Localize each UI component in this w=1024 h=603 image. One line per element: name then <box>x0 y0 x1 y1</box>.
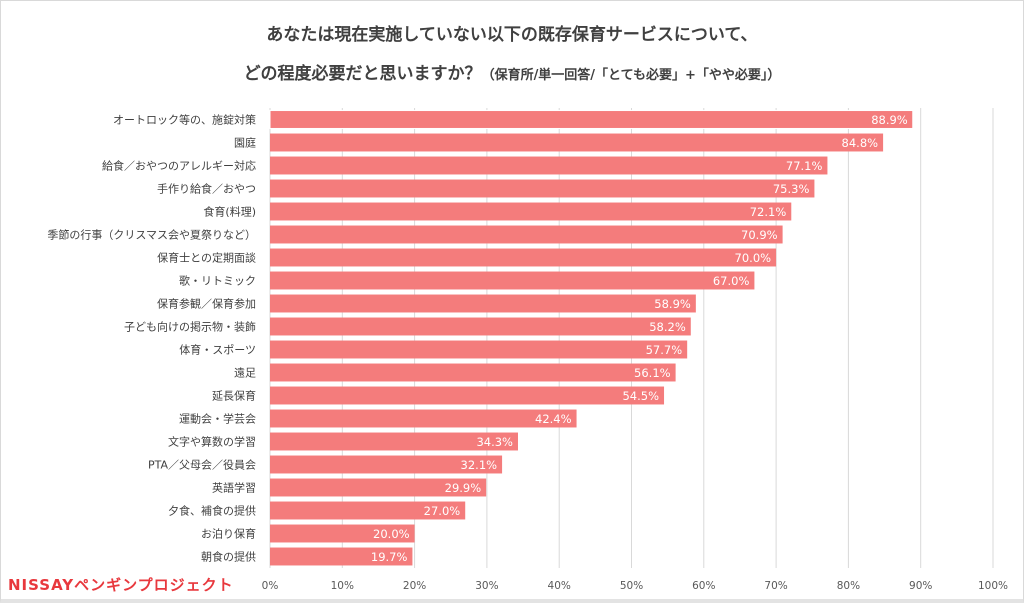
x-tick-label: 90% <box>909 580 932 592</box>
data-label: 19.7% <box>371 550 408 564</box>
category-labels: オートロック等の、施錠対策園庭給食／おやつのアレルギー対応手作り給食／おやつ食育… <box>47 113 256 564</box>
data-label: 54.5% <box>622 389 659 403</box>
bar <box>270 248 777 267</box>
x-tick-label: 40% <box>548 580 571 592</box>
category-label: オートロック等の、施錠対策 <box>113 113 256 127</box>
chart-subtitle-note: （保育所/単一回答/「とても必要」+「やや必要」） <box>481 68 781 83</box>
data-label: 75.3% <box>773 182 810 196</box>
category-label: 歌・リトミック <box>179 274 256 288</box>
x-tick-label: 0% <box>262 580 279 592</box>
bar <box>270 202 792 221</box>
x-tick-label: 10% <box>331 580 354 592</box>
data-label: 57.7% <box>646 343 683 357</box>
data-label: 77.1% <box>786 159 823 173</box>
data-label: 27.0% <box>424 504 461 518</box>
category-label: PTA／父母会／役員会 <box>148 458 256 472</box>
x-axis-ticks: 0% 10% 20% 30% 40% 50% 60% 70% 80% 90% 100% <box>262 580 1008 592</box>
bar <box>270 455 503 474</box>
category-label: 文字や算数の学習 <box>168 435 256 449</box>
category-label: 体育・スポーツ <box>179 343 256 357</box>
bar <box>270 294 696 313</box>
category-label: 朝食の提供 <box>201 550 256 564</box>
category-label: お泊り保育 <box>201 527 256 541</box>
data-label: 34.3% <box>476 435 513 449</box>
category-label: 子ども向けの掲示物・装飾 <box>124 320 256 334</box>
chart-title: あなたは現在実施していない以下の既存保育サービスについて、 <box>266 25 758 45</box>
data-label: 32.1% <box>461 458 498 472</box>
category-label: 延長保育 <box>212 389 256 403</box>
category-label: 保育士との定期面談 <box>157 251 256 265</box>
bar <box>270 133 884 152</box>
category-label: 運動会・学芸会 <box>179 412 256 426</box>
bar <box>270 524 415 543</box>
data-label: 42.4% <box>535 412 572 426</box>
data-label: 70.9% <box>741 228 778 242</box>
data-label: 29.9% <box>445 481 482 495</box>
category-label: 英語学習 <box>212 481 256 495</box>
data-label: 88.9% <box>871 113 908 127</box>
bar <box>270 478 487 497</box>
value-labels: 88.9% 84.8% 77.1% 75.3% 72.1% 70.9% 70.0% 67.0%… <box>371 113 908 564</box>
data-label: 72.1% <box>750 205 787 219</box>
category-label: 夕食、補食の提供 <box>168 504 256 518</box>
category-label: 食育(料理) <box>203 205 256 219</box>
chart-subtitle-main: どの程度必要だと思いますか？ <box>243 64 482 84</box>
bar <box>270 409 577 428</box>
x-tick-label: 100% <box>978 580 1008 592</box>
bar <box>270 271 755 290</box>
bar <box>270 156 828 175</box>
x-tick-label: 50% <box>620 580 643 592</box>
x-tick-label: 30% <box>475 580 498 592</box>
bar <box>270 547 413 566</box>
bar <box>270 317 691 336</box>
bar <box>270 340 688 359</box>
category-label: 給食／おやつのアレルギー対応 <box>102 159 256 173</box>
bar <box>270 225 783 244</box>
category-label: 手作り給食／おやつ <box>157 182 256 196</box>
category-label: 保育参観／保育参加 <box>157 297 256 311</box>
x-tick-label: 20% <box>403 580 426 592</box>
x-tick-label: 70% <box>764 580 787 592</box>
category-label: 遠足 <box>234 367 256 380</box>
data-label: 20.0% <box>373 527 410 541</box>
data-label: 58.2% <box>649 320 686 334</box>
data-label: 70.0% <box>735 251 772 265</box>
data-label: 67.0% <box>713 274 750 288</box>
bar <box>270 386 665 405</box>
bar <box>270 432 518 451</box>
bars <box>269 110 914 566</box>
category-label: 園庭 <box>234 136 256 150</box>
data-label: 56.1% <box>634 366 671 380</box>
bar <box>270 501 466 520</box>
bar <box>270 363 676 382</box>
x-tick-label: 80% <box>837 580 860 592</box>
category-label: 季節の行事（クリスマス会や夏祭りなど） <box>47 228 256 242</box>
gridlines <box>269 108 994 568</box>
bar <box>270 179 815 198</box>
data-label: 58.9% <box>654 297 691 311</box>
bar <box>269 110 914 129</box>
data-label: 84.8% <box>842 136 879 150</box>
x-tick-label: 60% <box>692 580 715 592</box>
chart-subtitle: どの程度必要だと思いますか？（保育所/単一回答/「とても必要」+「やや必要」） <box>0 59 1024 84</box>
nissay-penguin-project-logo: NISSAYペンギンプロジェクト <box>8 576 234 594</box>
